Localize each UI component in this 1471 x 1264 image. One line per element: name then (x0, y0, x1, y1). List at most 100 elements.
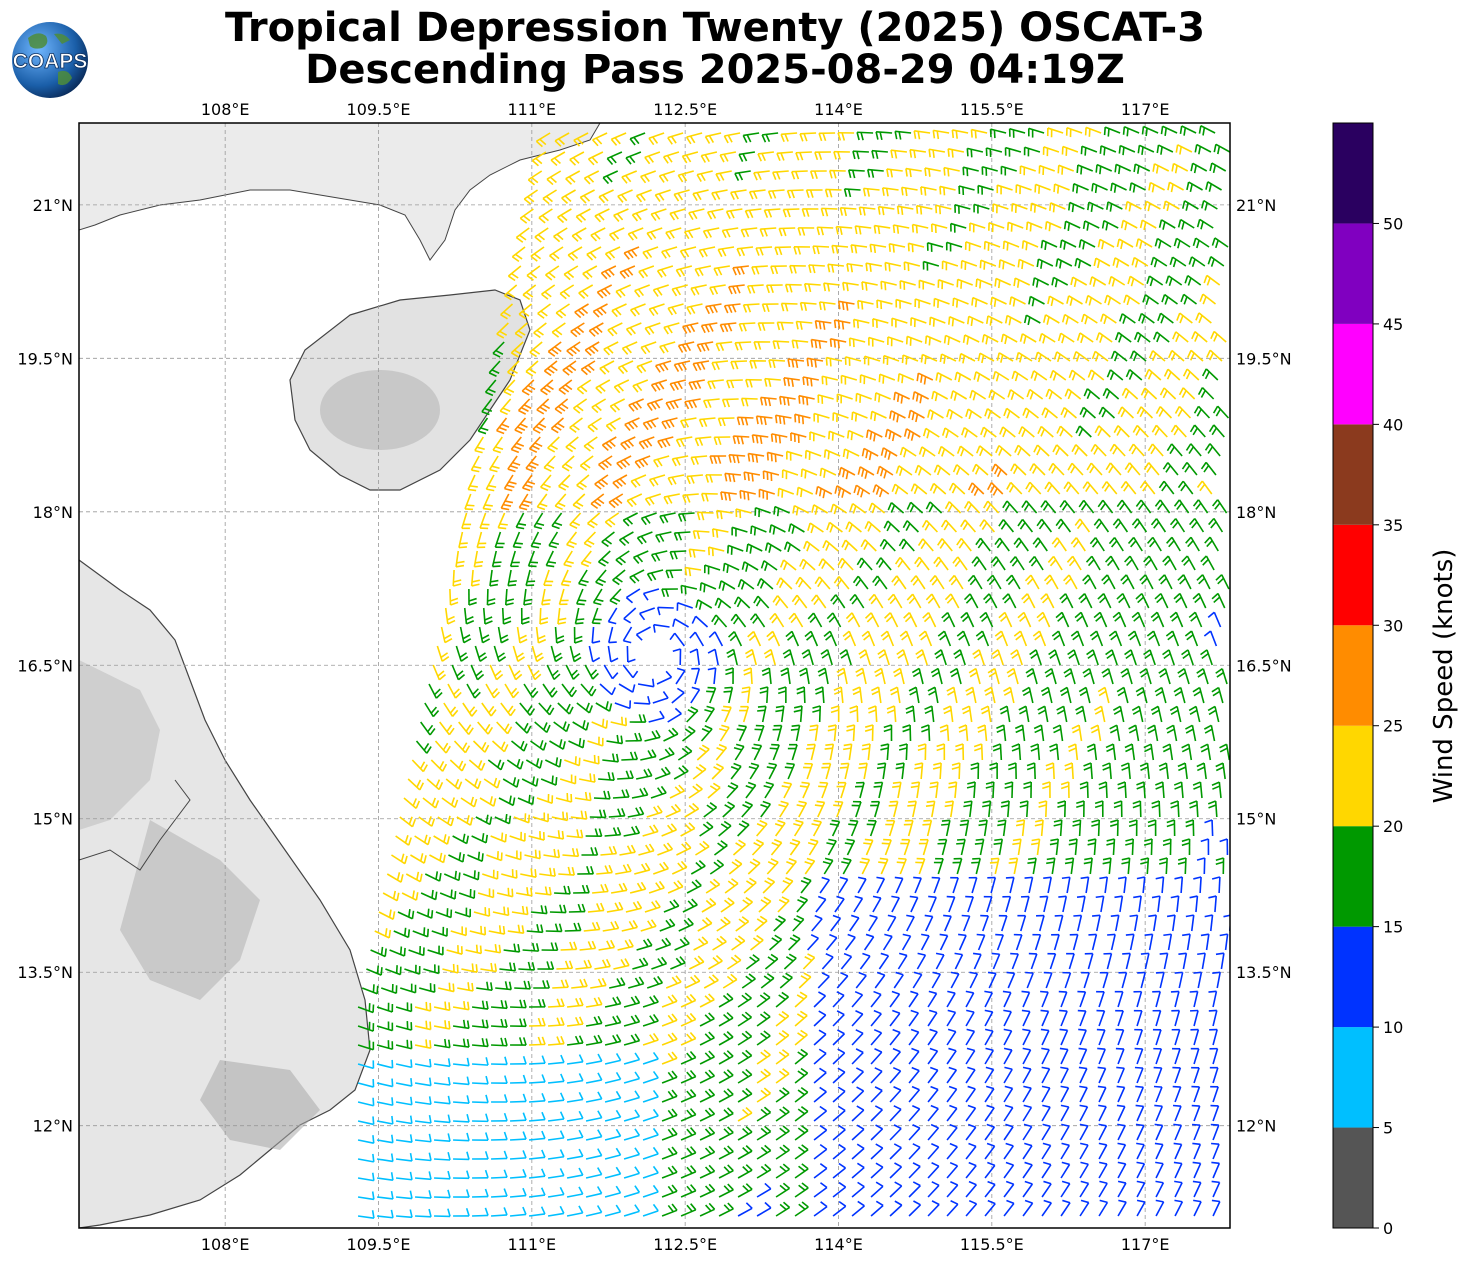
wind-barb (783, 377, 800, 387)
colorbar-tick-label: 20 (1383, 817, 1403, 836)
wind-barb (844, 356, 862, 366)
wind-barb (862, 187, 880, 197)
wind-barb (795, 320, 813, 330)
wind-barb (518, 303, 533, 320)
colorbar-tick-label: 10 (1383, 1018, 1403, 1037)
wind-barb (861, 281, 878, 291)
wind-barb (1049, 369, 1067, 381)
wind-barb (1118, 144, 1136, 156)
wind-barb (625, 322, 642, 336)
wind-barb (818, 301, 836, 311)
wind-barb (1127, 275, 1145, 287)
wind-barb (706, 208, 724, 220)
wind-barb (1017, 258, 1035, 270)
lon-tick-label-top: 109.5°E (347, 100, 411, 119)
wind-barb (629, 132, 646, 146)
wind-barb (857, 299, 874, 310)
wind-barb (627, 227, 644, 241)
wind-barb (1192, 237, 1210, 249)
wind-barb (642, 417, 659, 431)
lon-tick-label-top: 115.5°E (960, 100, 1024, 119)
wind-barb (962, 166, 979, 177)
wind-barb (1091, 350, 1109, 362)
wind-barb (1000, 165, 1017, 176)
wind-barb (1133, 163, 1151, 174)
wind-barb (881, 187, 899, 197)
wind-barb (519, 208, 534, 224)
wind-barb (1106, 369, 1124, 381)
wind-barb (1152, 163, 1170, 174)
wind-barb (1143, 200, 1161, 212)
wind-barb (1026, 388, 1044, 400)
wind-barb (561, 189, 576, 204)
wind-barb (1087, 201, 1104, 212)
wind-barb (877, 205, 895, 216)
wind-barb (675, 436, 693, 448)
wind-barb (694, 265, 712, 277)
wind-barb (1061, 313, 1079, 325)
wind-barb (625, 151, 642, 165)
wind-barb (887, 336, 904, 347)
wind-barb (644, 151, 661, 165)
wind-barb (933, 297, 950, 308)
wind-barb (630, 303, 646, 317)
wind-barb (865, 262, 883, 272)
wind-barb (790, 170, 808, 180)
wind-barb (886, 168, 903, 178)
wind-barb (992, 203, 1009, 214)
wind-barb (1196, 218, 1214, 230)
wind-barb (730, 360, 748, 370)
wind-barb (757, 322, 775, 331)
wind-barb (496, 322, 509, 339)
wind-barb (1023, 314, 1041, 326)
wind-barb (565, 436, 579, 453)
wind-barb (537, 303, 551, 319)
wind-barb (1193, 405, 1211, 419)
wind-barb (890, 149, 908, 159)
lat-tick-label-left: 13.5°N (17, 963, 73, 982)
wind-barb (648, 132, 665, 146)
lat-tick-label-left: 21°N (33, 196, 73, 215)
wind-barb (939, 353, 957, 364)
wind-barb (492, 341, 505, 358)
wind-barb (736, 246, 754, 257)
wind-barb (1064, 388, 1082, 400)
wind-barb (981, 166, 998, 176)
wind-barb (1173, 237, 1191, 249)
wind-barb (884, 261, 902, 272)
wind-barb (847, 169, 865, 179)
wind-barb (563, 265, 579, 281)
wind-barb (677, 170, 694, 183)
wind-barb (700, 151, 718, 163)
wind-barb (856, 131, 874, 141)
wind-barb (1085, 294, 1102, 306)
wind-barb (1055, 258, 1073, 269)
wind-barb (868, 336, 885, 347)
wind-barb (988, 221, 1005, 233)
wind-barb (578, 284, 594, 299)
wind-barb (567, 246, 583, 262)
wind-barb (1190, 162, 1208, 174)
wind-barb (770, 265, 787, 275)
wind-barb (499, 398, 512, 416)
wind-barb (1206, 349, 1223, 362)
colorbar-tick-label: 50 (1383, 214, 1403, 233)
wind-barb (566, 341, 581, 357)
lat-ticks-left: 21°N 19.5°N 18°N 16.5°N 15°N 13.5°N 12°N (17, 196, 73, 1136)
wind-barb (1000, 333, 1018, 345)
wind-barb (656, 265, 674, 278)
wind-barb (1003, 407, 1020, 419)
wind-barb (1053, 183, 1070, 194)
wind-barb (1179, 125, 1197, 136)
wind-barb (1084, 126, 1102, 137)
wind-barb (931, 390, 949, 402)
wind-barb (700, 322, 718, 334)
wind-barb (757, 151, 775, 162)
wind-barb (828, 169, 846, 179)
wind-barb (761, 303, 779, 313)
wind-barb (575, 208, 591, 223)
wind-barb (711, 360, 729, 371)
wind-barb (694, 436, 712, 447)
wind-barb (1116, 238, 1134, 250)
wind-barb (628, 398, 644, 412)
